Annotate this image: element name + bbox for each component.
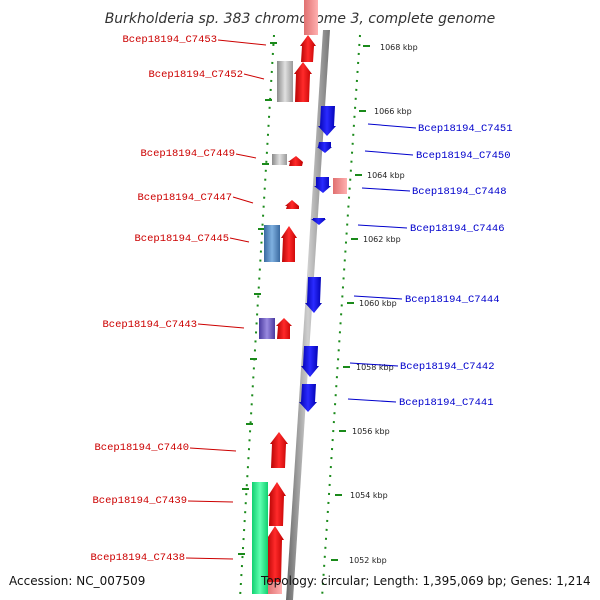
gene-c7447[interactable] xyxy=(285,200,299,209)
gene-c7441[interactable] xyxy=(299,384,317,412)
right-gene-labels: Bcep18194_C7451 Bcep18194_C7450 Bcep1819… xyxy=(347,123,513,409)
scale-labels: 1068 kbp 1066 kbp 1064 kbp 1062 kbp 1060… xyxy=(349,43,418,565)
gene-steel[interactable] xyxy=(264,225,280,262)
accession-text: Accession: NC_007509 xyxy=(9,574,146,588)
gene-label[interactable]: Bcep18194_C7440 xyxy=(94,442,189,454)
gene-c7440[interactable] xyxy=(270,432,288,468)
gene-c7442[interactable] xyxy=(301,346,319,377)
other-genes xyxy=(252,61,293,594)
gene-label[interactable]: Bcep18194_C7453 xyxy=(122,34,217,46)
gene-c7445[interactable] xyxy=(281,226,297,262)
chromosome-axis xyxy=(286,30,330,600)
gene-label[interactable]: Bcep18194_C7448 xyxy=(412,186,507,198)
gene-label[interactable]: Bcep18194_C7447 xyxy=(137,192,232,204)
gene-c7444[interactable] xyxy=(305,277,322,313)
gene-c7451[interactable] xyxy=(318,106,336,136)
reverse-genes xyxy=(299,106,347,412)
gene-c7449[interactable] xyxy=(288,156,303,166)
gene-c7443[interactable] xyxy=(276,318,292,339)
gene-c7450[interactable] xyxy=(317,142,332,153)
gene-label[interactable]: Bcep18194_C7450 xyxy=(416,150,511,162)
topology-text: Topology: circular; Length: 1,395,069 bp… xyxy=(261,574,591,588)
gene-label[interactable]: Bcep18194_C7439 xyxy=(92,495,187,507)
gene-c7453-pink[interactable] xyxy=(304,0,318,35)
gene-c7453[interactable] xyxy=(300,35,316,62)
gene-label[interactable]: Bcep18194_C7451 xyxy=(418,123,513,135)
gene-label[interactable]: Bcep18194_C7445 xyxy=(134,233,229,245)
gene-gray-large[interactable] xyxy=(277,61,293,102)
gene-label[interactable]: Bcep18194_C7446 xyxy=(410,223,505,235)
gene-c7438-pink[interactable] xyxy=(267,582,282,594)
scale-label: 1058 kbp xyxy=(356,363,394,372)
gene-gray-small[interactable] xyxy=(272,154,287,165)
scale-ticks xyxy=(331,45,370,561)
scale-label: 1066 kbp xyxy=(374,107,412,116)
gene-c7448-pink[interactable] xyxy=(333,178,347,194)
gene-c7446[interactable] xyxy=(311,218,326,225)
gene-label[interactable]: Bcep18194_C7442 xyxy=(400,361,495,373)
gene-c7439[interactable] xyxy=(268,482,286,526)
scale-label: 1062 kbp xyxy=(363,235,401,244)
gene-label[interactable]: Bcep18194_C7452 xyxy=(148,69,243,81)
gene-label[interactable]: Bcep18194_C7449 xyxy=(140,148,235,160)
left-gene-labels: Bcep18194_C7453 Bcep18194_C7452 Bcep1819… xyxy=(90,34,267,564)
gene-green[interactable] xyxy=(252,482,268,594)
scale-label: 1064 kbp xyxy=(367,171,405,180)
gene-c7452[interactable] xyxy=(294,62,312,102)
gene-label[interactable]: Bcep18194_C7441 xyxy=(399,397,494,409)
scale-label: 1052 kbp xyxy=(349,556,387,565)
forward-genes xyxy=(266,0,318,594)
scale-label: 1060 kbp xyxy=(359,299,397,308)
left-tick-marks xyxy=(238,42,277,555)
gene-label[interactable]: Bcep18194_C7444 xyxy=(405,294,500,306)
gene-c7438[interactable] xyxy=(266,526,284,582)
map-title: Burkholderia sp. 383 chromosome 3, compl… xyxy=(105,11,496,27)
gene-purple[interactable] xyxy=(259,318,275,339)
gene-label[interactable]: Bcep18194_C7438 xyxy=(90,552,185,564)
scale-label: 1056 kbp xyxy=(352,427,390,436)
scale-label: 1068 kbp xyxy=(380,43,418,52)
scale-label: 1054 kbp xyxy=(350,491,388,500)
gene-label[interactable]: Bcep18194_C7443 xyxy=(102,319,197,331)
gene-c7448[interactable] xyxy=(314,177,331,193)
